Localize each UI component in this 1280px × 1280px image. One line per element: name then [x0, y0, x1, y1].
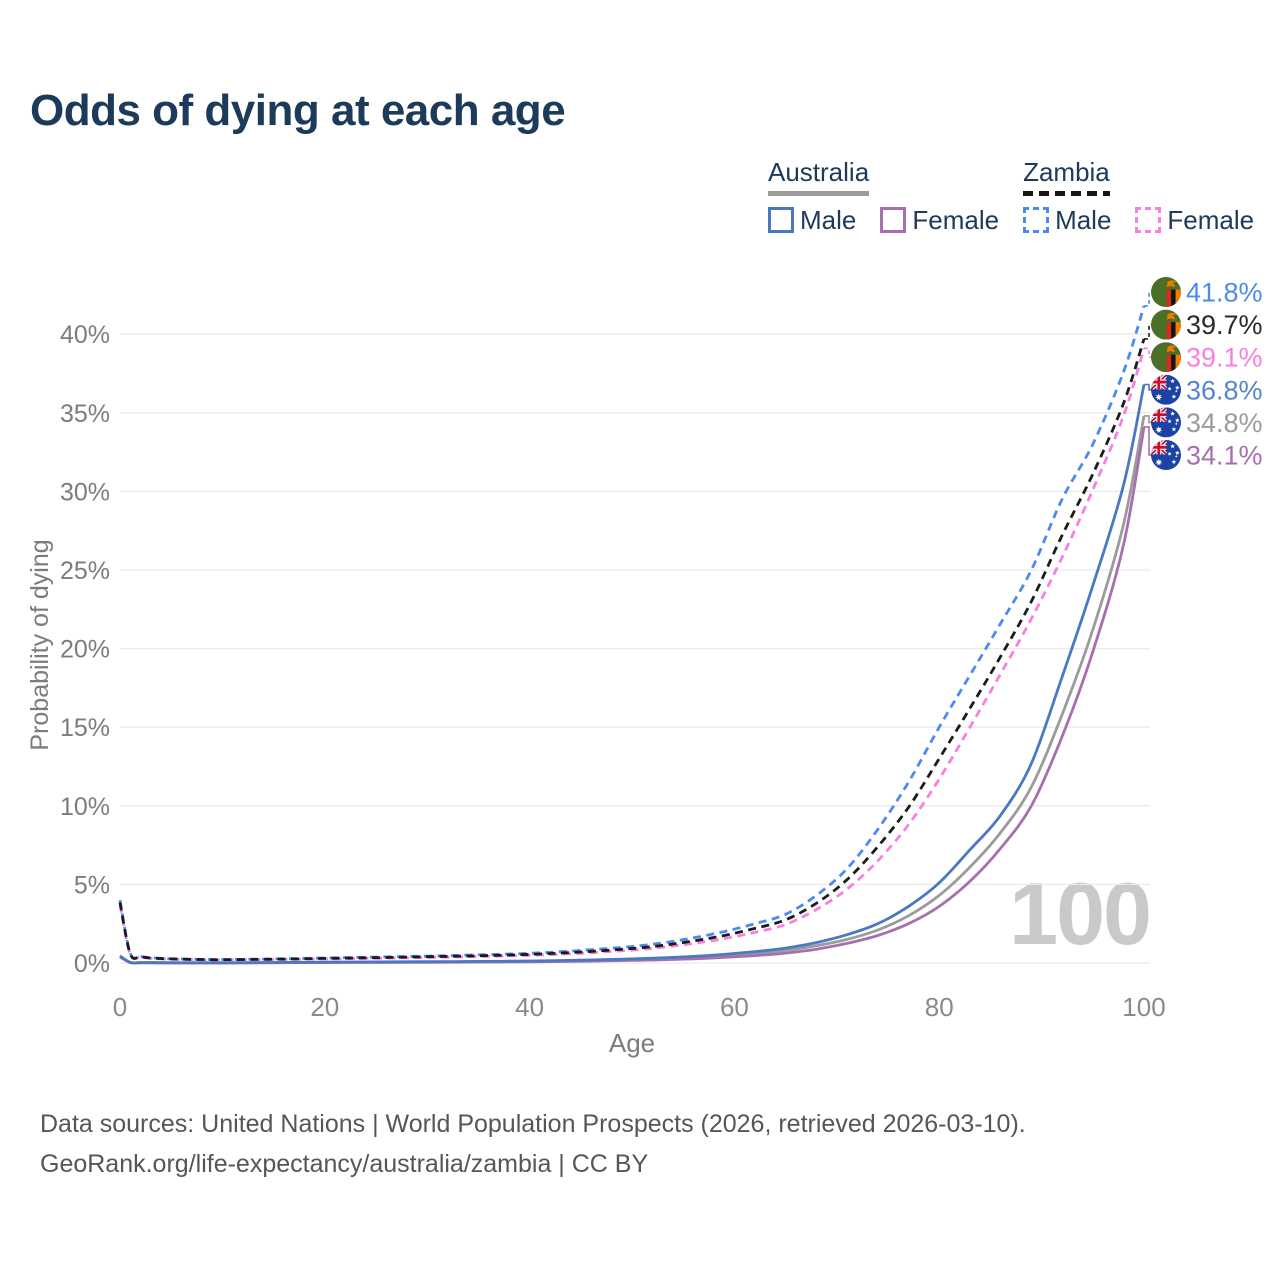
end-label-zambia-male[interactable]: 41.8%: [1144, 277, 1263, 308]
y-tick-label-15: 15%: [60, 714, 110, 742]
zambia-line-style-swatch: [1023, 190, 1110, 196]
chart-title: Odds of dying at each age: [30, 86, 566, 135]
series-line-zambia-female[interactable]: [118, 347, 1146, 962]
y-axis-title: Probability of dying: [26, 539, 54, 750]
end-value-zambia-male: 41.8%: [1186, 278, 1263, 308]
australia-flag-icon: [1151, 407, 1181, 437]
y-tick-label-10: 10%: [60, 793, 110, 821]
zambia-flag-icon: [1151, 277, 1181, 307]
legend-label-zambia-male: Male: [1055, 204, 1112, 235]
y-tick-label-25: 25%: [60, 557, 110, 585]
x-tick-label-0: 0: [113, 992, 127, 1022]
end-label-australia-both[interactable]: 34.8%: [1144, 407, 1263, 438]
x-tick-label-80: 80: [925, 992, 954, 1022]
series-line-zambia-both[interactable]: [118, 338, 1146, 962]
legend-country-australia: Australia: [768, 157, 870, 196]
australia-line-style-swatch: [768, 190, 870, 196]
y-tick-label-30: 30%: [60, 478, 110, 506]
legend: Australia Male Female Zambia Male Female: [768, 157, 1254, 236]
zambia-flag-icon: [1151, 310, 1181, 340]
x-tick-label-60: 60: [720, 992, 749, 1022]
y-tick-label-20: 20%: [60, 636, 110, 664]
end-value-australia-male: 36.8%: [1186, 375, 1263, 405]
end-label-zambia-both[interactable]: 39.7%: [1144, 310, 1263, 341]
legend-swatch-zambia-male: [1023, 207, 1050, 234]
legend-swatch-zambia-female: [1135, 207, 1162, 234]
legend-country-zambia: Zambia: [1023, 157, 1110, 196]
end-label-australia-male[interactable]: 36.8%: [1144, 375, 1263, 406]
y-tick-label-5: 5%: [74, 871, 110, 899]
footer-data-sources: Data sources: United Nations | World Pop…: [40, 1110, 1026, 1138]
australia-flag-icon: [1151, 440, 1181, 470]
end-value-zambia-female: 39.1%: [1186, 343, 1263, 373]
australia-flag-icon: [1151, 375, 1181, 405]
legend-item-australia-female[interactable]: Female: [880, 205, 999, 236]
zambia-flag-icon: [1151, 342, 1181, 372]
legend-group-australia: Australia Male Female: [768, 157, 999, 236]
legend-label-australia-female: Female: [912, 204, 1000, 235]
series-line-australia-male[interactable]: [119, 384, 1146, 965]
y-tick-label-35: 35%: [60, 400, 110, 428]
end-value-zambia-both: 39.7%: [1186, 310, 1263, 340]
y-tick-label-0: 0%: [74, 950, 110, 978]
legend-swatch-australia-female: [880, 207, 907, 234]
footer-url: GeoRank.org/life-expectancy/australia/za…: [40, 1150, 649, 1178]
end-label-zambia-female[interactable]: 39.1%: [1144, 342, 1263, 373]
legend-label-zambia-female: Female: [1167, 204, 1255, 235]
x-tick-label-40: 40: [515, 992, 544, 1022]
end-value-australia-female: 34.1%: [1186, 441, 1263, 471]
series-line-australia-female[interactable]: [119, 426, 1146, 965]
footer: Data sources: United Nations | World Pop…: [40, 1104, 1026, 1184]
series-line-zambia-male[interactable]: [118, 305, 1146, 961]
x-tick-label-100: 100: [1122, 992, 1165, 1022]
x-tick-label-20: 20: [310, 992, 339, 1022]
legend-label-australia-male: Male: [800, 204, 857, 235]
legend-swatch-australia-male: [768, 207, 794, 234]
legend-item-zambia-female[interactable]: Female: [1135, 205, 1254, 236]
legend-group-zambia: Zambia Male Female: [1023, 157, 1254, 236]
legend-item-australia-male[interactable]: Male: [768, 205, 856, 236]
end-label-australia-female[interactable]: 34.1%: [1144, 426, 1263, 471]
end-value-australia-both: 34.8%: [1186, 408, 1263, 438]
x-axis-title: Age: [609, 1028, 655, 1058]
legend-item-zambia-male[interactable]: Male: [1023, 205, 1111, 236]
end-label-connector-zambia-male: [1144, 291, 1153, 307]
y-tick-label-40: 40%: [60, 321, 110, 349]
